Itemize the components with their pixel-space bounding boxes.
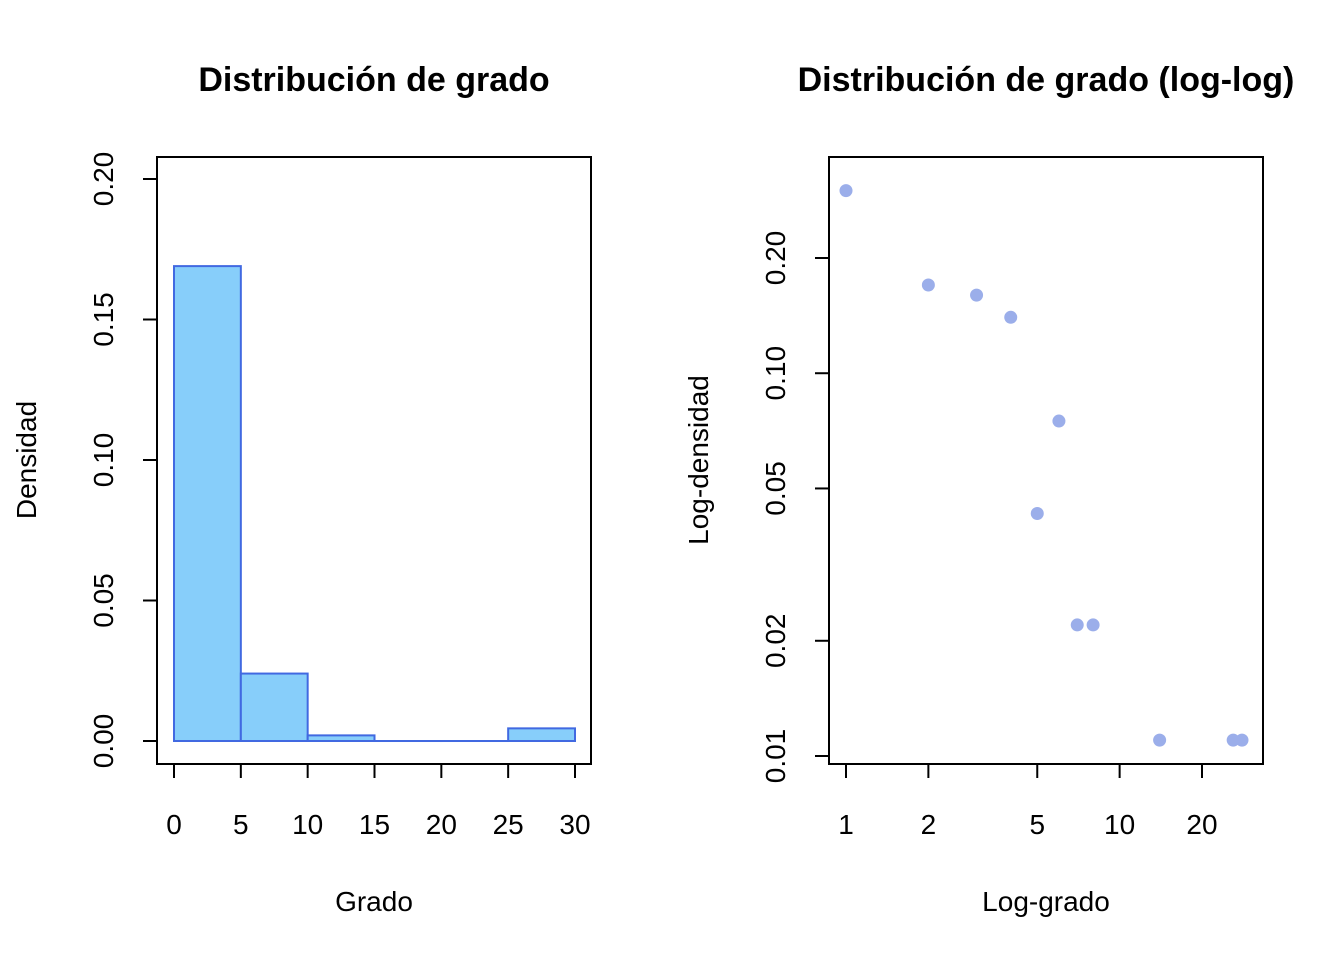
y-tick-label: 0.05 (760, 461, 791, 516)
data-point (1004, 310, 1018, 324)
data-point (839, 184, 853, 198)
histogram-bar (507, 727, 576, 742)
data-point (1153, 733, 1167, 747)
histogram-panel: Distribución de grado 0 5 10 15 20 25 30 0.000… (11, 61, 592, 917)
x-axis: 1 2 5 10 20 (838, 763, 1218, 840)
histogram-bar (173, 265, 242, 742)
y-tick-label: 0.10 (88, 433, 119, 488)
y-axis-label: Densidad (11, 401, 42, 519)
x-tick-label: 5 (233, 809, 249, 840)
histogram-bar (306, 734, 376, 743)
y-tick-label: 0.05 (88, 573, 119, 628)
y-tick-label: 0.10 (760, 346, 791, 401)
data-point (1086, 618, 1100, 632)
y-tick-label: 0.15 (88, 292, 119, 347)
bars (173, 265, 576, 743)
data-point (1030, 507, 1044, 521)
x-tick-label: 1 (838, 809, 854, 840)
plot-frame (828, 156, 1264, 765)
x-tick-label: 25 (493, 809, 524, 840)
chart-title: Distribución de grado (log-log) (798, 61, 1295, 99)
data-point (970, 288, 984, 302)
x-tick-label: 15 (359, 809, 390, 840)
x-tick-label: 2 (921, 809, 937, 840)
data-point (1052, 414, 1066, 428)
x-axis-label: Log-grado (982, 886, 1110, 917)
x-tick-label: 5 (1029, 809, 1045, 840)
points (839, 184, 1249, 747)
y-axis-label: Log-densidad (683, 375, 714, 545)
y-axis: 0.01 0.02 0.05 0.10 0.20 (760, 231, 830, 784)
histogram-bar (239, 672, 309, 742)
x-tick-label: 0 (166, 809, 182, 840)
x-tick-label: 20 (1186, 809, 1217, 840)
x-tick-label: 20 (426, 809, 457, 840)
x-tick-label: 10 (1104, 809, 1135, 840)
x-tick-label: 30 (559, 809, 590, 840)
y-tick-label: 0.20 (760, 231, 791, 286)
y-tick-label: 0.01 (760, 729, 791, 784)
x-axis-label: Grado (335, 886, 413, 917)
data-point (1070, 618, 1084, 632)
data-point (921, 278, 935, 292)
x-tick-label: 10 (292, 809, 323, 840)
y-tick-label: 0.00 (88, 714, 119, 769)
data-point (1235, 733, 1249, 747)
y-tick-label: 0.02 (760, 614, 791, 669)
y-tick-label: 0.20 (88, 152, 119, 207)
x-axis: 0 5 10 15 20 25 30 (166, 763, 591, 840)
chart-title: Distribución de grado (198, 61, 549, 99)
y-axis: 0.00 0.05 0.10 0.15 0.20 (88, 152, 158, 769)
loglog-panel: Distribución de grado (log-log) 1 2 5 10 20 … (683, 61, 1294, 917)
